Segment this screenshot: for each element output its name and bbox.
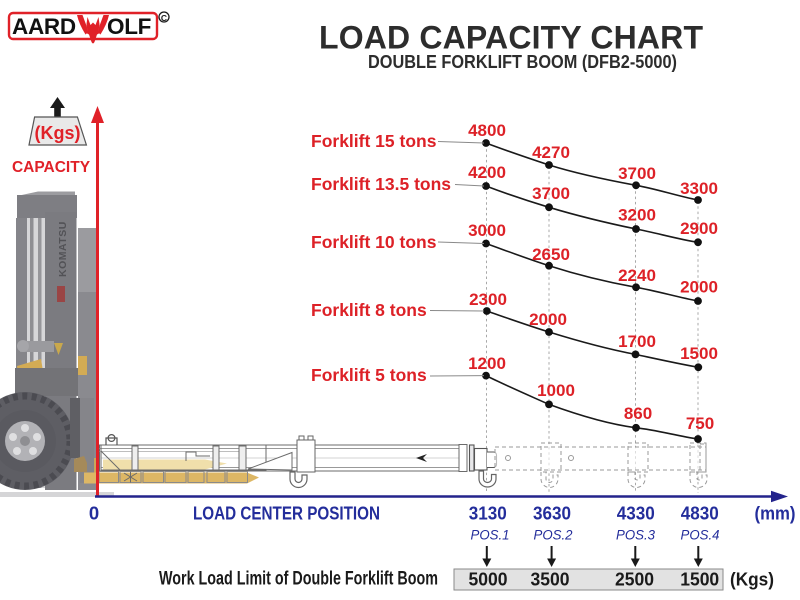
svg-text:KOMATSU: KOMATSU (57, 221, 69, 277)
svg-text:(mm): (mm) (755, 504, 796, 524)
svg-text:Work Load Limit of Double Fork: Work Load Limit of Double Forklift Boom (159, 569, 438, 590)
svg-text:3300: 3300 (680, 179, 718, 198)
svg-text:3630: 3630 (533, 503, 571, 524)
svg-text:POS.4: POS.4 (681, 527, 720, 543)
svg-text:3130: 3130 (469, 503, 507, 524)
svg-text:2240: 2240 (618, 266, 656, 285)
svg-text:4330: 4330 (617, 503, 655, 524)
svg-text:DOUBLE FORKLIFT BOOM (DFB2-500: DOUBLE FORKLIFT BOOM (DFB2-5000) (368, 52, 677, 72)
svg-text:(Kgs): (Kgs) (730, 569, 774, 590)
svg-text:POS.2: POS.2 (534, 527, 573, 543)
svg-text:4270: 4270 (532, 143, 570, 162)
svg-text:OLF: OLF (107, 14, 151, 39)
svg-text:2900: 2900 (680, 219, 718, 238)
svg-text:CAPACITY: CAPACITY (12, 159, 91, 176)
svg-text:2500: 2500 (615, 569, 654, 590)
svg-text:2000: 2000 (680, 278, 718, 297)
svg-text:4830: 4830 (681, 503, 719, 524)
svg-text:C: C (161, 13, 167, 23)
svg-text:Forklift 8 tons: Forklift 8 tons (311, 300, 427, 320)
svg-text:4200: 4200 (468, 163, 506, 182)
svg-text:4800: 4800 (468, 121, 506, 140)
svg-text:POS.1: POS.1 (471, 527, 510, 543)
svg-text:1500: 1500 (680, 344, 718, 363)
svg-text:Forklift 5 tons: Forklift 5 tons (311, 365, 427, 385)
svg-text:AARD: AARD (12, 14, 76, 39)
svg-text:3700: 3700 (532, 184, 570, 203)
svg-text:3200: 3200 (618, 206, 656, 225)
svg-text:3500: 3500 (531, 569, 570, 590)
svg-text:POS.3: POS.3 (616, 527, 655, 543)
svg-text:2300: 2300 (469, 290, 507, 309)
svg-text:(Kgs): (Kgs) (35, 123, 81, 143)
svg-text:2650: 2650 (532, 245, 570, 264)
svg-text:Forklift 13.5 tons: Forklift 13.5 tons (311, 174, 451, 194)
svg-text:1200: 1200 (468, 354, 506, 373)
svg-text:1000: 1000 (537, 381, 575, 400)
svg-text:LOAD CENTER POSITION: LOAD CENTER POSITION (193, 504, 380, 524)
svg-text:0: 0 (89, 503, 99, 524)
svg-text:1700: 1700 (618, 332, 656, 351)
svg-text:750: 750 (686, 414, 714, 433)
svg-text:2000: 2000 (529, 310, 567, 329)
svg-text:860: 860 (624, 404, 652, 423)
svg-text:LOAD CAPACITY CHART: LOAD CAPACITY CHART (319, 20, 703, 56)
svg-text:Forklift 15 tons: Forklift 15 tons (311, 131, 437, 151)
svg-text:Forklift 10 tons: Forklift 10 tons (311, 232, 437, 252)
svg-text:3700: 3700 (618, 164, 656, 183)
svg-text:5000: 5000 (469, 569, 508, 590)
svg-text:1500: 1500 (680, 569, 719, 590)
svg-text:3000: 3000 (468, 221, 506, 240)
